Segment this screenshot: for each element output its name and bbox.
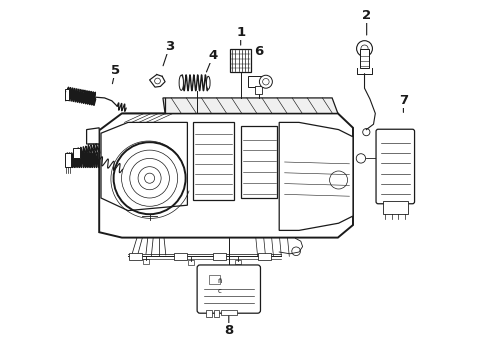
Ellipse shape	[179, 75, 183, 90]
Polygon shape	[101, 122, 187, 211]
Text: 3: 3	[165, 40, 174, 53]
Bar	[129, 253, 142, 260]
Polygon shape	[87, 128, 99, 144]
Bar	[383, 201, 408, 214]
Bar	[230, 49, 251, 72]
Polygon shape	[279, 122, 353, 230]
Bar	[214, 310, 220, 317]
Bar	[248, 76, 265, 87]
Bar	[221, 310, 237, 315]
Bar	[213, 253, 226, 260]
Bar	[73, 148, 80, 158]
Circle shape	[357, 41, 372, 57]
Text: 8: 8	[224, 324, 233, 337]
Bar	[174, 253, 187, 260]
Bar	[209, 275, 220, 284]
Bar	[65, 89, 69, 100]
Bar	[143, 259, 149, 264]
Bar	[360, 49, 369, 68]
Text: 7: 7	[399, 94, 408, 107]
Text: c: c	[218, 288, 222, 294]
Bar	[193, 122, 234, 200]
FancyBboxPatch shape	[376, 129, 415, 204]
Bar	[255, 86, 262, 94]
Circle shape	[259, 75, 272, 88]
FancyBboxPatch shape	[197, 265, 261, 313]
Text: 5: 5	[111, 64, 120, 77]
Text: 4: 4	[209, 49, 218, 62]
Bar	[65, 153, 72, 167]
Text: 6: 6	[254, 45, 263, 58]
Text: 2: 2	[362, 9, 371, 22]
Bar	[206, 310, 212, 317]
Polygon shape	[99, 113, 353, 238]
Text: 1: 1	[236, 26, 245, 39]
Bar	[188, 260, 194, 265]
Bar	[235, 260, 241, 264]
Bar	[258, 253, 271, 260]
Bar	[242, 126, 277, 198]
Ellipse shape	[206, 76, 210, 89]
Text: ñ: ñ	[218, 278, 222, 284]
Polygon shape	[163, 98, 338, 113]
